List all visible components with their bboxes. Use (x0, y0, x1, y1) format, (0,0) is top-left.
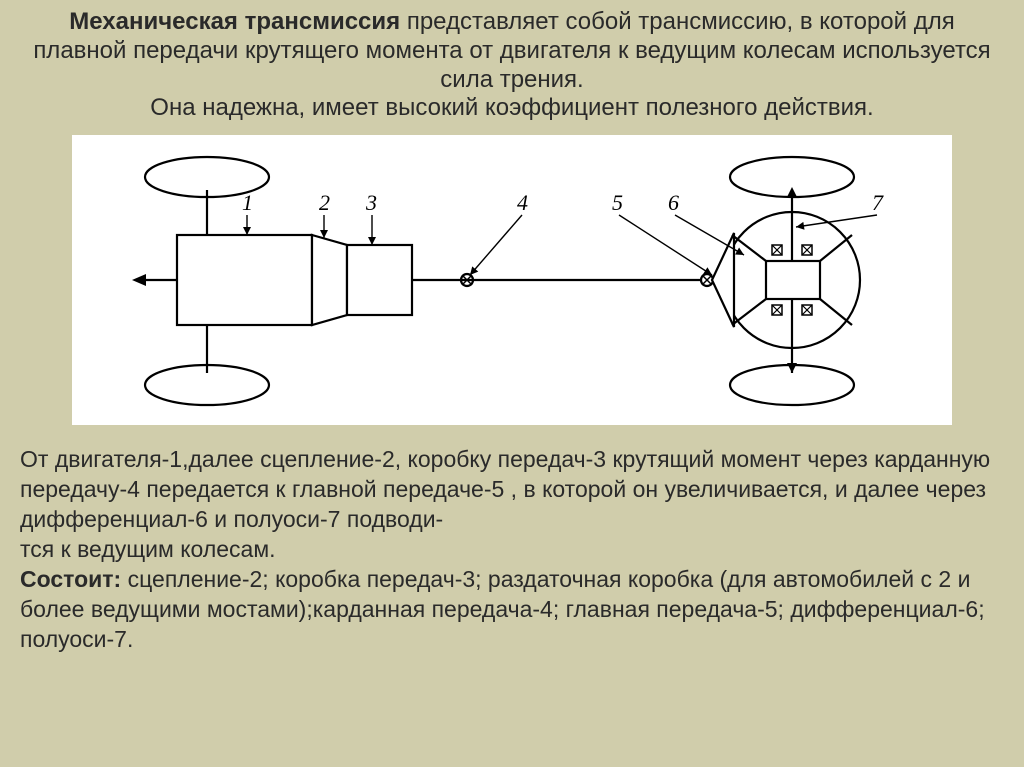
svg-text:3: 3 (365, 190, 377, 215)
header-bold: Механическая трансмиссия (69, 8, 400, 35)
svg-text:4: 4 (517, 190, 528, 215)
desc-para1a: От двигателя-1,далее сцепление-2, коробк… (20, 445, 1004, 535)
svg-text:6: 6 (668, 190, 679, 215)
svg-text:5: 5 (612, 190, 623, 215)
transmission-diagram: 1 2 3 4 5 6 7 (72, 135, 952, 425)
desc-p2-bold: Состоит: (20, 566, 121, 592)
header-line2: Она надежна, имеет высокий коэффициент п… (150, 94, 873, 121)
svg-text:1: 1 (242, 190, 253, 215)
diagram-svg: 1 2 3 4 5 6 7 (72, 135, 952, 425)
desc-para2: Состоит: сцепление-2; коробка передач-3;… (20, 565, 1004, 655)
desc-para1b: тся к ведущим колесам. (20, 535, 1004, 565)
header-text: Механическая трансмиссия представляет со… (20, 8, 1004, 123)
description-block: От двигателя-1,далее сцепление-2, коробк… (20, 445, 1004, 654)
desc-p2-rest: сцепление-2; коробка передач-3; раздаточ… (20, 566, 985, 652)
svg-text:7: 7 (872, 190, 884, 215)
svg-text:2: 2 (319, 190, 330, 215)
